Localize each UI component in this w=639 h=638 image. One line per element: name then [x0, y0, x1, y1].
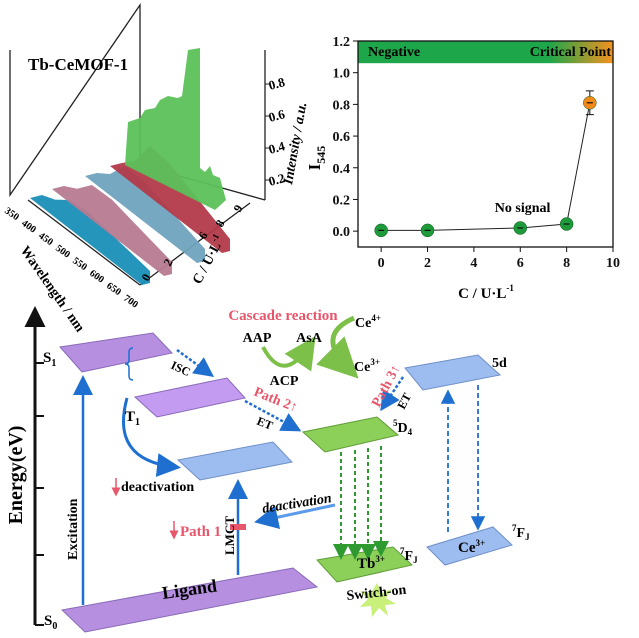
y-tick-label: 1.0 — [333, 67, 351, 82]
intensity-tick: 0.2 — [267, 170, 287, 189]
s1-level — [59, 332, 173, 373]
ce3-level-label: Ce3+ — [458, 538, 485, 556]
spectrum-ribbon — [85, 166, 205, 263]
y-tick-label: 0.2 — [333, 193, 351, 208]
t1-deactivation-arrow — [122, 397, 181, 477]
5d4-label: 5D4 — [393, 418, 413, 437]
t1-label: T1 — [125, 409, 140, 428]
deactivation-label: deactivation — [121, 480, 194, 495]
energy-ticks — [35, 362, 44, 626]
path1-label: Path 1 — [180, 524, 221, 540]
x-tick-label: 8 — [563, 256, 570, 271]
plot-frame — [357, 40, 614, 248]
excitation-label: Excitation — [66, 498, 81, 560]
x-tick-label: 6 — [517, 256, 524, 271]
ce-metal-level — [176, 441, 293, 481]
no-signal-annotation: No signal — [495, 201, 551, 216]
tb3-label: Tb3+ — [357, 554, 385, 572]
x-tick-label: 0 — [378, 256, 385, 271]
tb-5d4-level — [301, 416, 400, 453]
y-axis-label: I545 — [305, 146, 328, 171]
wavelength-tick: 500 — [53, 243, 72, 261]
ce-7fj-label: 7FJ — [512, 523, 530, 542]
energy-axis-label: Energy(eV) — [5, 426, 27, 525]
energy-diagram: Energy(eV) — [5, 306, 530, 633]
s0-label: S0 — [44, 613, 57, 632]
wavelength-tick: 450 — [36, 230, 55, 248]
i545-chart: Negative Critical Point 0 2 4 6 8 10 0.0 0.2 0.4… — [305, 35, 620, 302]
x-axis-label: C / U·L-1 — [458, 283, 514, 302]
wavelength-axis — [27, 199, 141, 286]
ce-5d-level — [404, 354, 502, 391]
acp-label: ACP — [270, 374, 299, 389]
y-tick-label: 0.8 — [333, 98, 351, 113]
et-arrow-ce — [380, 376, 405, 412]
y-tick-label: 0.6 — [333, 130, 351, 145]
wavelength-tick: 400 — [19, 218, 38, 236]
spectrum-ribbon — [52, 185, 172, 276]
ce4-label: Ce4+ — [355, 313, 381, 331]
intensity-tick: 0.6 — [267, 106, 287, 125]
x-tick-label: 2 — [424, 256, 431, 271]
5d-label: 5d — [492, 356, 507, 371]
spectrum-ribbon — [110, 146, 230, 253]
deactivation-arrow — [254, 503, 336, 529]
switch-on-burst-icon — [360, 583, 396, 617]
wavelength-tick: 550 — [70, 255, 89, 273]
ligand-s0-level — [60, 567, 319, 633]
isc-arrow — [176, 348, 215, 377]
wavelength-tick: 350 — [2, 205, 21, 223]
band-label-negative: Negative — [368, 45, 420, 60]
c-tick: 9 — [230, 202, 245, 214]
x-tick-label: 10 — [606, 256, 620, 271]
lmct-block-icon — [230, 524, 246, 530]
intensity-tick: 0.8 — [267, 74, 287, 93]
x-tick-label: 4 — [470, 256, 477, 271]
y-tick-label: 0.4 — [333, 162, 351, 177]
spectra-title: Tb-CeMOF-1 — [28, 55, 128, 74]
brace — [124, 347, 134, 381]
tb-7fj-label: 7FJ — [400, 546, 418, 565]
ce-7fj-level — [426, 526, 513, 566]
tb-emission-arrows — [333, 446, 389, 560]
t1-level — [133, 377, 246, 418]
aap-label: AAP — [243, 331, 272, 346]
aap-to-asa-arrow — [261, 336, 316, 372]
data-line — [381, 102, 591, 231]
intensity-tick: 0.4 — [267, 138, 287, 157]
asa-label: AsA — [296, 331, 323, 346]
y-tick-label: 1.2 — [333, 35, 351, 50]
y-tick-label: 0.0 — [333, 225, 351, 240]
intensity-axis-label: Intensity / a.u. — [281, 101, 310, 187]
status-band — [358, 41, 613, 64]
et-label-1: ET — [255, 414, 275, 433]
wavelength-tick: 600 — [87, 268, 106, 286]
isc-label: ISC — [169, 358, 193, 379]
ce3-label: Ce3+ — [354, 357, 380, 375]
back-box-lines — [9, 2, 141, 198]
band-label-critical: Critical Point — [530, 45, 612, 60]
s1-label: S1 — [43, 350, 56, 369]
path2-label: Path 2↑ — [252, 385, 300, 416]
spectrum-ribbon — [125, 48, 226, 210]
wavelength-tick: 650 — [104, 280, 123, 298]
spectrum-ribbon — [30, 195, 150, 285]
switch-on-label: Switch-on — [346, 583, 407, 604]
wavelength-tick: 700 — [121, 293, 140, 311]
lmct-label: LMCT — [222, 516, 237, 555]
cascade-reaction-label: Cascade reaction — [228, 308, 338, 324]
et-label-2: ET — [394, 391, 414, 412]
ce4-to-ce3-arrow — [316, 315, 359, 379]
